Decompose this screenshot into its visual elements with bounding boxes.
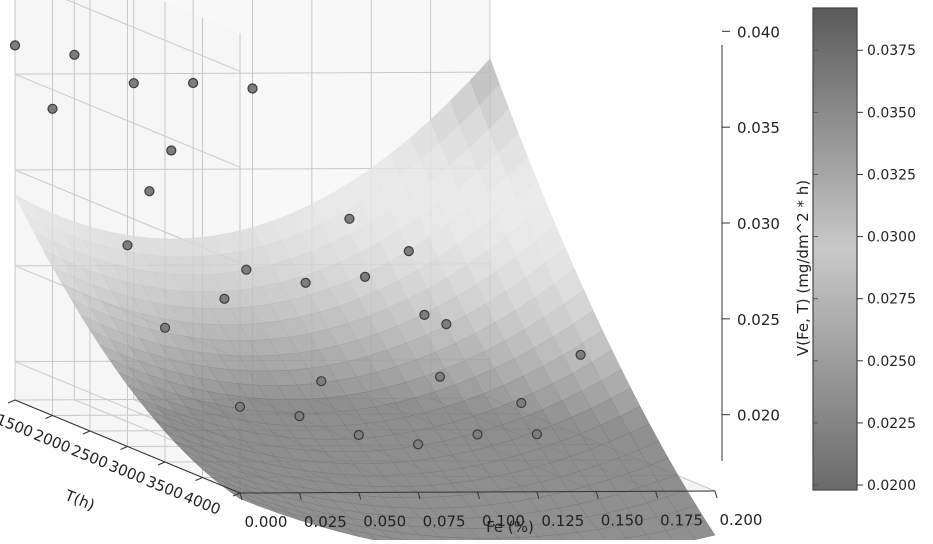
z-tick-label: 0.030 <box>737 215 780 233</box>
data-point <box>359 271 371 282</box>
data-point <box>441 319 452 330</box>
axis-ticks: 0.020 0.025 0.030 0.035 0.040 V(Fe, T) (mg/dm… <box>0 23 812 536</box>
data-point <box>344 213 355 224</box>
data-point <box>241 264 252 275</box>
x-tick <box>536 491 540 499</box>
data-point <box>69 49 80 60</box>
colorbar-tick-label: 0.0250 <box>867 354 916 370</box>
x-tick-label: 0.125 <box>541 512 584 530</box>
colorbar-bar <box>812 7 858 491</box>
x-tick <box>239 492 243 501</box>
y-tick <box>7 399 16 404</box>
x-axis-label: Fe (%) <box>486 518 534 536</box>
x-tick-label: 0.000 <box>245 513 288 531</box>
colorbar-tick-label: 0.0275 <box>867 292 916 308</box>
y-tick-label: 4000 <box>181 488 223 519</box>
x-tick-label: 0.175 <box>660 511 703 529</box>
x-tick-label: 0.200 <box>720 511 763 529</box>
data-point <box>122 240 133 251</box>
colorbar: 0.0200 0.0225 0.0250 0.0275 0.0300 0.0325 0.03… <box>812 7 916 494</box>
y-tick <box>195 477 203 481</box>
z-tick-label: 0.035 <box>737 119 780 137</box>
surface-patch <box>685 520 716 540</box>
z-axis-label: V(Fe, T) (mg/dm^2 * h) <box>794 180 812 356</box>
data-point <box>403 246 414 257</box>
y-tick <box>45 415 53 419</box>
z-tick-label: 0.040 <box>737 23 780 41</box>
data-point <box>47 103 58 114</box>
data-points <box>9 40 586 450</box>
x-tick <box>358 492 362 500</box>
x-tick-label: 0.150 <box>601 512 644 530</box>
z-tick-label: 0.025 <box>737 311 780 329</box>
data-point <box>128 78 139 89</box>
y-tick-label: 3000 <box>106 457 148 488</box>
y-tick <box>157 461 166 466</box>
y-axis-label: T(h) <box>61 486 97 514</box>
data-point <box>166 145 177 156</box>
x-tick-label: 0.050 <box>363 513 406 531</box>
data-point <box>472 429 483 440</box>
data-point <box>316 376 327 387</box>
x-tick-label: 0.025 <box>304 513 347 531</box>
x-tick <box>714 490 718 499</box>
y-tick-label: 3500 <box>144 472 186 503</box>
data-point <box>300 277 311 288</box>
y-tick <box>232 492 241 497</box>
y-tick <box>82 430 91 435</box>
x-tick <box>477 491 480 500</box>
data-point <box>294 411 305 422</box>
data-point <box>531 429 543 440</box>
data-point <box>188 77 199 89</box>
colorbar-tick-label: 0.0325 <box>867 167 916 183</box>
colorbar-tick-label: 0.0350 <box>867 105 916 121</box>
x-tick-label: 0.100 <box>482 512 525 530</box>
data-point <box>144 186 155 197</box>
colorbar-tick-label: 0.0225 <box>867 416 916 432</box>
data-point <box>353 429 364 441</box>
data-point <box>219 293 230 304</box>
data-point <box>159 322 171 333</box>
y-tick <box>120 446 128 450</box>
y-tick-label: 1500 <box>0 410 36 441</box>
data-point <box>413 439 424 450</box>
data-point <box>516 397 527 409</box>
colorbar-tick-label: 0.0300 <box>867 230 916 246</box>
grid-line <box>14 71 491 75</box>
colorbar-tick-label: 0.0375 <box>867 43 916 59</box>
x-tick <box>655 491 659 499</box>
y-tick-label: 2500 <box>69 441 111 472</box>
z-tick-label: 0.020 <box>737 407 780 425</box>
data-point <box>9 40 21 51</box>
y-tick-label: 2000 <box>31 426 73 457</box>
colorbar-tick-label: 0.0200 <box>867 478 916 494</box>
grid-line <box>14 73 241 168</box>
grid-line <box>66 0 241 72</box>
data-point <box>419 309 430 320</box>
data-point <box>247 83 258 94</box>
x-tick-label: 0.075 <box>423 512 466 530</box>
data-point <box>234 401 246 412</box>
data-point <box>575 349 586 360</box>
x-tick <box>298 492 302 500</box>
x-tick <box>417 492 421 500</box>
x-tick <box>595 491 599 499</box>
data-point <box>434 371 446 382</box>
